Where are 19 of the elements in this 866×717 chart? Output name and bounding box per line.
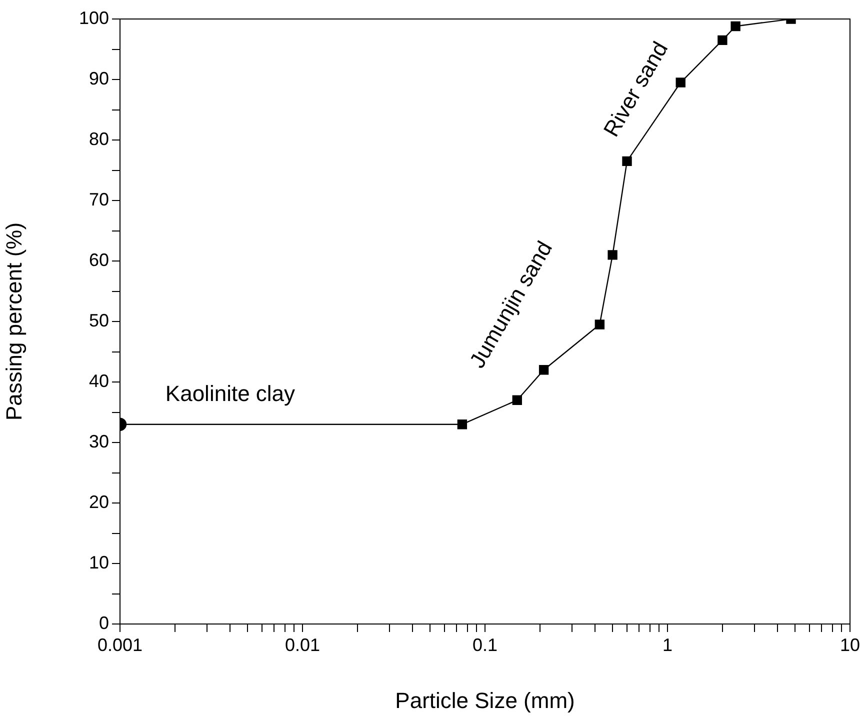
y-tick-label: 0: [98, 612, 109, 633]
x-tick-label: 0.001: [97, 634, 143, 655]
y-tick-label: 40: [88, 370, 109, 391]
x-tick-label: 0.01: [284, 634, 320, 655]
y-tick-label: 50: [88, 310, 109, 330]
annotation: Kaolinite clay: [165, 380, 296, 406]
y-tick-label: 30: [88, 431, 109, 452]
y-tick-label: 20: [88, 492, 109, 512]
y-tick-label: 90: [88, 68, 109, 88]
x-tick-label: 10: [840, 634, 860, 655]
y-axis-title: Passing percent (%): [1, 222, 26, 421]
x-axis-title: Particle Size (mm): [395, 688, 575, 713]
y-tick-label: 70: [88, 189, 109, 210]
x-tick-label: 1: [662, 634, 673, 655]
y-tick-label: 10: [88, 552, 109, 572]
y-tick-label: 60: [88, 250, 109, 270]
y-tick-label: 80: [88, 128, 109, 149]
x-tick-label: 0.1: [472, 634, 498, 655]
y-tick-label: 100: [78, 8, 109, 28]
